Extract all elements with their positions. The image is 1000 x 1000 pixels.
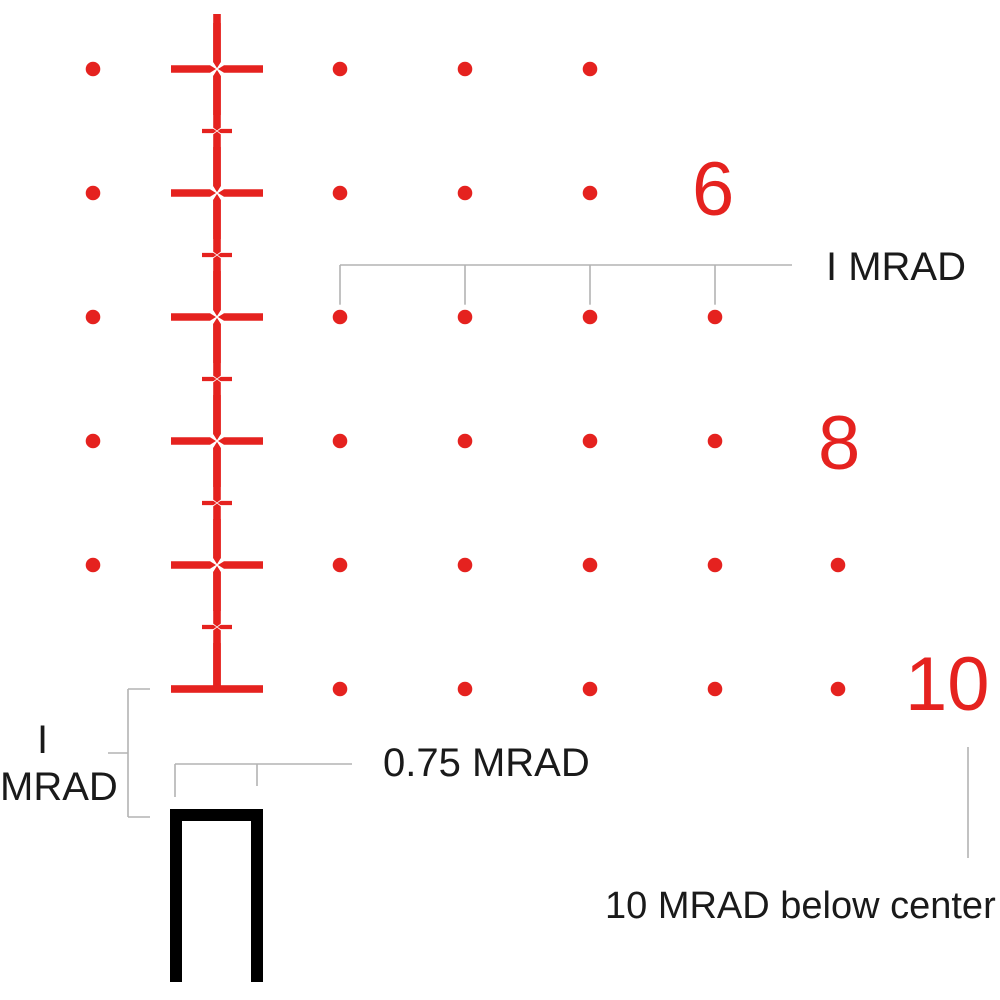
svg-text:0.75 MRAD: 0.75 MRAD [383, 741, 590, 785]
svg-text:I: I [37, 718, 48, 762]
svg-text:MRAD: MRAD [0, 765, 118, 809]
svg-text:10 MRAD below center: 10 MRAD below center [605, 885, 996, 927]
svg-text:10: 10 [905, 642, 990, 727]
svg-text:6: 6 [692, 147, 734, 232]
svg-text:8: 8 [818, 401, 860, 486]
svg-text:I MRAD: I MRAD [826, 245, 966, 289]
